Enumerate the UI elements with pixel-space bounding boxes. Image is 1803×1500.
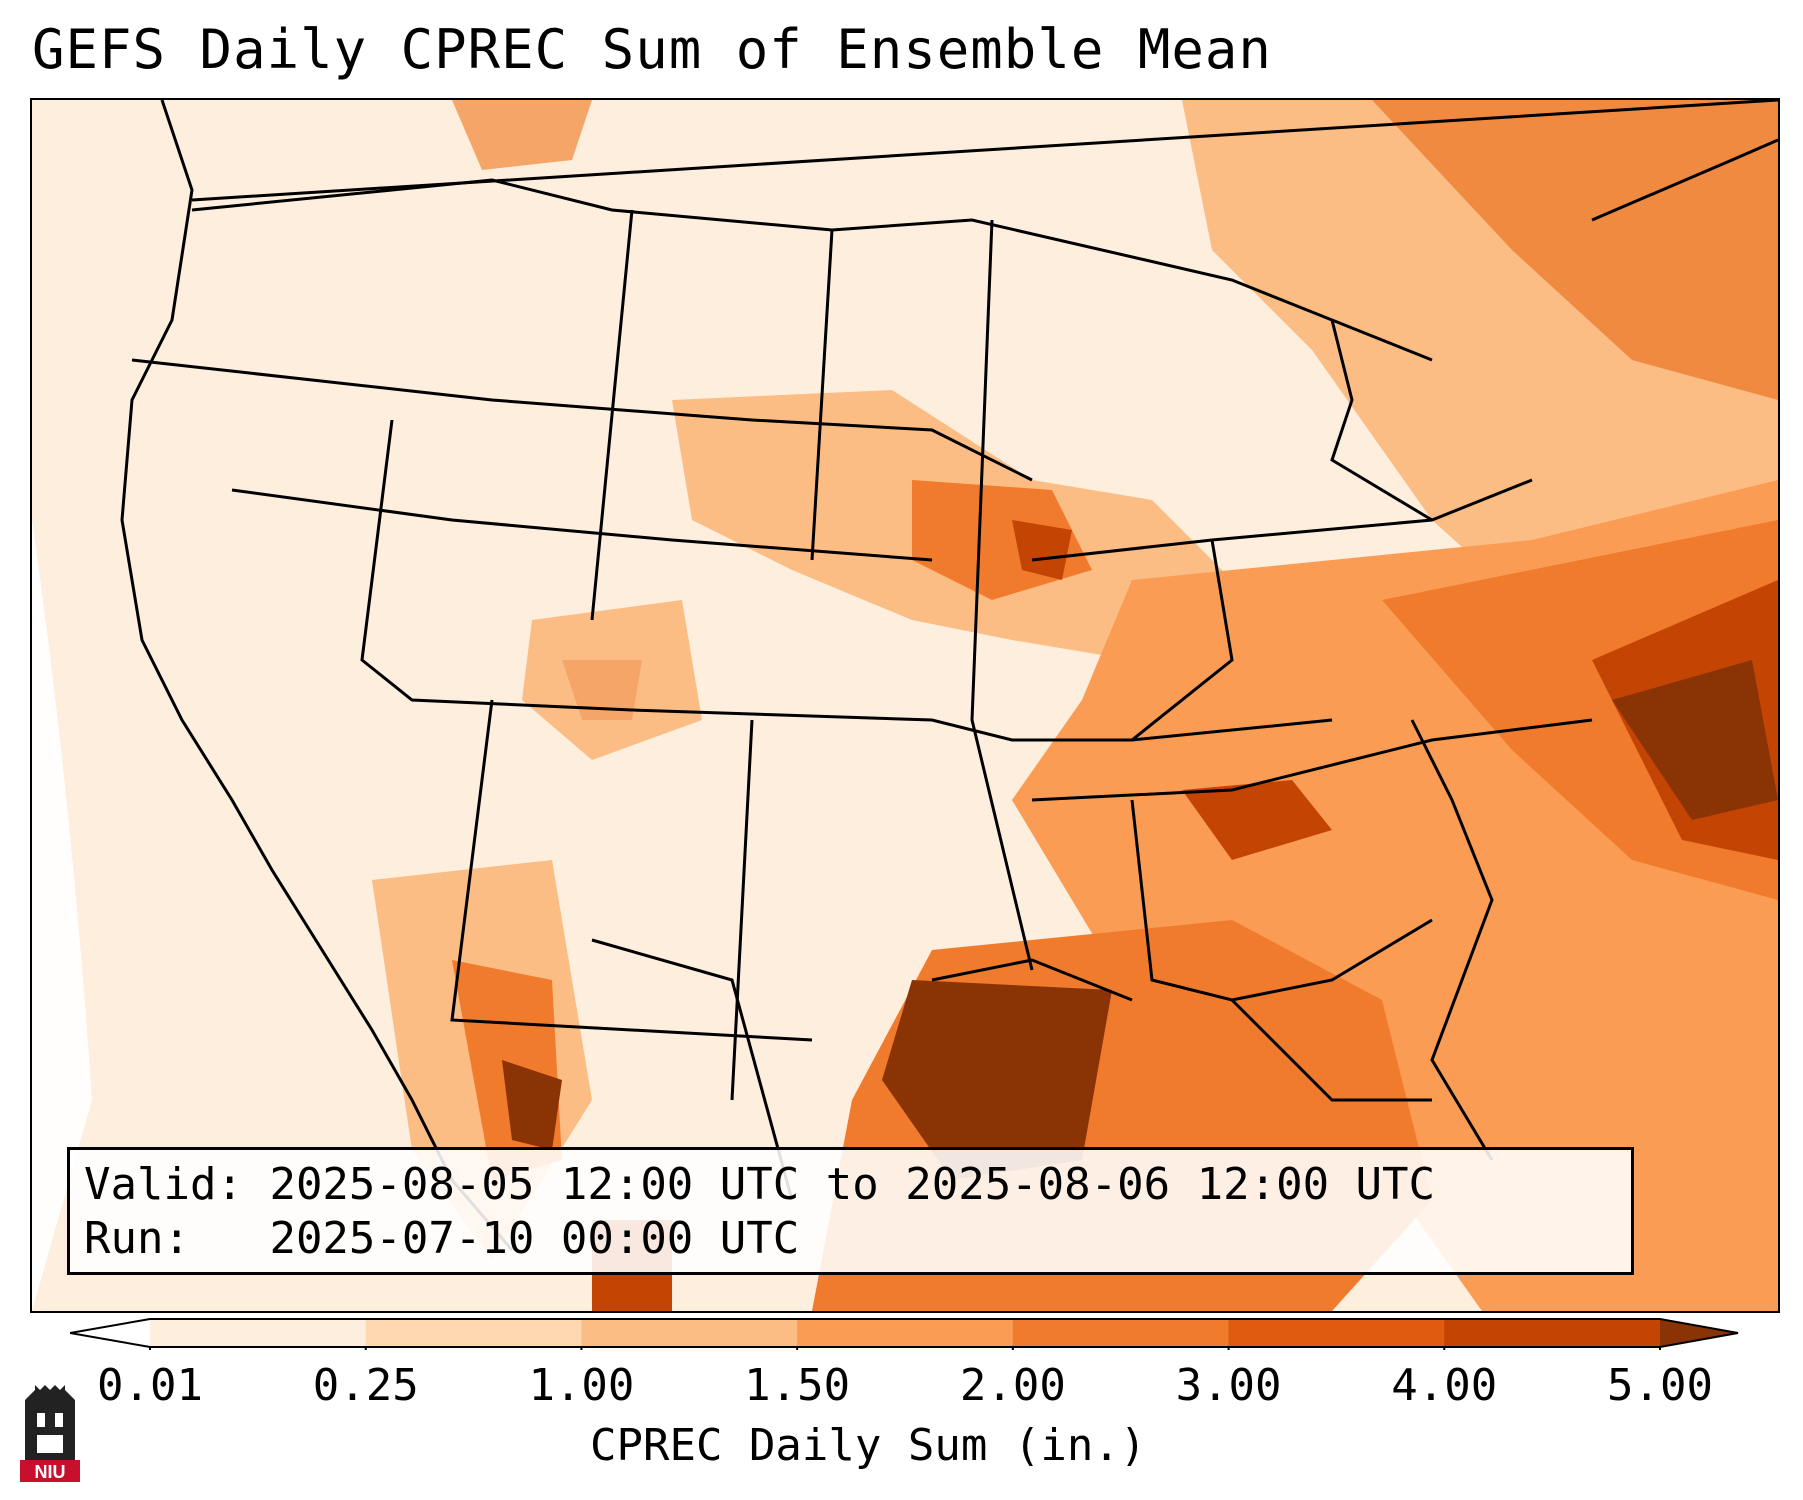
colorbar-segment [365, 1319, 582, 1347]
niu-logo-text: NIU [35, 1462, 66, 1482]
valid-label: Valid: [84, 1159, 243, 1210]
colorbar-segment [797, 1319, 1014, 1347]
run-label: Run: [84, 1213, 190, 1264]
niu-logo-band [20, 1460, 80, 1482]
colorbar-tick-label: 5.00 [1607, 1360, 1713, 1411]
valid-run-infobox: Valid: 2025-08-05 12:00 UTC to 2025-08-0… [67, 1147, 1634, 1275]
colorbar-tick-label: 0.01 [97, 1360, 203, 1411]
colorbar-label: CPREC Daily Sum (in.) [590, 1420, 1147, 1471]
colorbar-extend-min [70, 1319, 150, 1347]
colorbar-tick-label: 1.50 [744, 1360, 851, 1411]
colorbar-extend-max [1660, 1319, 1738, 1347]
colorbar-segments [70, 1319, 1738, 1350]
colorbar-segment [1228, 1319, 1445, 1347]
colorbar-tick-label: 4.00 [1391, 1360, 1498, 1411]
colorbar-tick-label: 1.00 [528, 1360, 635, 1411]
colorbar-segment [150, 1319, 367, 1347]
colorbar-segment [1444, 1319, 1661, 1347]
colorbar-segment [581, 1319, 798, 1347]
map-title: GEFS Daily CPREC Sum of Ensemble Mean [32, 18, 1272, 81]
colorbar-tick-label: 2.00 [959, 1360, 1066, 1411]
colorbar-outline [70, 1318, 1739, 1348]
boundary-lines [120, 100, 1778, 1251]
map-canvas [32, 100, 1778, 1311]
colorbar [70, 1318, 1739, 1350]
valid-value: 2025-08-05 12:00 UTC to 2025-08-06 12:00… [269, 1159, 1436, 1210]
run-value: 2025-07-10 00:00 UTC [269, 1213, 800, 1264]
colorbar-tick-label: 3.00 [1175, 1360, 1282, 1411]
colorbar-tick-label: 0.25 [312, 1360, 419, 1411]
niu-logo: NIU [20, 1385, 80, 1482]
precip-shading [32, 100, 1778, 1311]
precipitation-map [30, 98, 1780, 1313]
colorbar-segment [1012, 1319, 1230, 1347]
